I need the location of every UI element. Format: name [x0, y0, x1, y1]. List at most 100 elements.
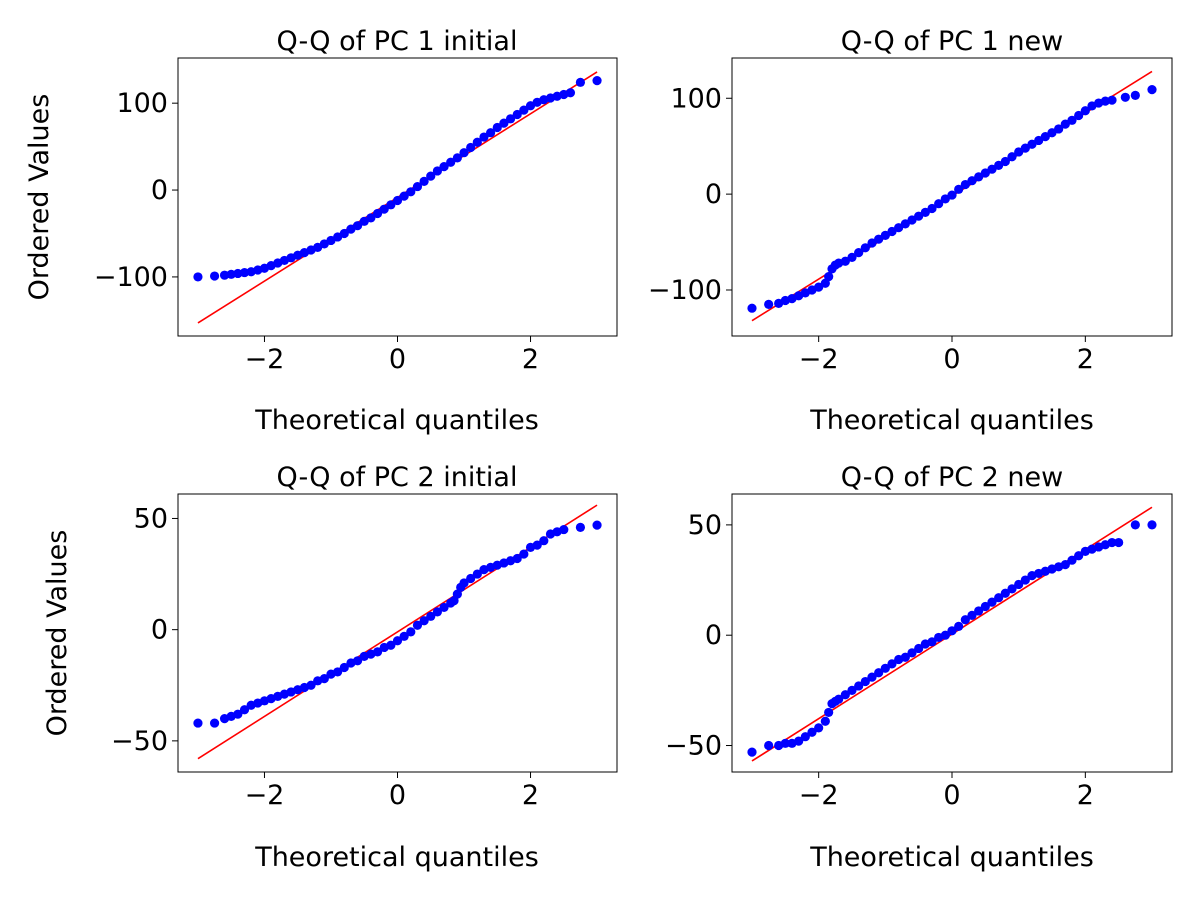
data-point — [419, 176, 429, 186]
data-point — [426, 611, 436, 621]
data-point — [880, 663, 890, 673]
data-point — [874, 234, 884, 244]
data-point — [1020, 143, 1030, 153]
data-point — [512, 553, 522, 564]
data-point — [575, 77, 586, 87]
y-tick-label: 0 — [151, 175, 168, 206]
data-point — [1040, 132, 1050, 142]
data-point — [486, 128, 496, 138]
data-point — [1020, 575, 1030, 585]
data-point — [519, 105, 529, 115]
data-point — [834, 694, 844, 704]
x-tick-label: −2 — [245, 780, 285, 811]
data-point — [399, 191, 409, 201]
data-point — [920, 207, 930, 217]
data-point — [1000, 588, 1010, 598]
x-tick-label: 0 — [943, 780, 960, 811]
data-point — [1080, 106, 1090, 116]
data-point — [947, 626, 957, 636]
data-point — [994, 593, 1004, 603]
data-point — [372, 647, 383, 657]
data-point — [1120, 92, 1130, 102]
data-point — [840, 256, 850, 266]
y-tick-label: 50 — [134, 503, 168, 534]
data-point — [339, 662, 349, 673]
data-point — [900, 652, 910, 662]
x-tick-label: 2 — [1077, 780, 1094, 811]
data-point — [824, 271, 834, 282]
data-point — [1130, 520, 1140, 530]
data-point — [459, 578, 469, 588]
data-point — [887, 659, 897, 669]
data-point — [505, 114, 516, 124]
data-point — [960, 615, 970, 625]
data-point — [807, 727, 817, 737]
data-point — [399, 631, 409, 641]
data-point — [1107, 95, 1117, 105]
y-tick-label: 0 — [705, 620, 722, 651]
data-point — [867, 238, 877, 248]
data-point — [1067, 555, 1077, 565]
data-point — [764, 299, 774, 309]
plot-area — [747, 70, 1157, 322]
data-point — [847, 252, 857, 262]
data-point — [994, 160, 1004, 170]
data-point — [967, 176, 977, 186]
y-tick-label: −50 — [665, 731, 722, 762]
data-point — [512, 109, 522, 120]
data-point — [974, 172, 984, 182]
data-point — [747, 303, 757, 313]
x-tick-label: 0 — [389, 780, 406, 811]
data-point — [472, 569, 482, 579]
data-point — [1147, 85, 1157, 95]
data-point — [1114, 537, 1124, 548]
data-point — [914, 643, 924, 654]
y-tick-label: 0 — [151, 615, 168, 646]
data-point — [575, 522, 586, 532]
x-tick-label: 0 — [943, 344, 960, 375]
data-point — [592, 520, 602, 530]
data-point — [824, 707, 834, 718]
data-point — [980, 601, 990, 612]
data-point — [392, 195, 403, 206]
data-point — [466, 573, 476, 584]
axis-ticks: −2 0 2 −100 0 100 — [648, 83, 1094, 375]
x-axis-label: Theoretical quantiles — [254, 405, 539, 436]
data-point — [854, 681, 864, 691]
x-tick-label: 2 — [522, 344, 539, 375]
x-axis-label: Theoretical quantiles — [809, 842, 1094, 873]
data-point — [209, 718, 220, 728]
data-point — [900, 219, 910, 229]
data-point — [914, 211, 924, 221]
data-point — [233, 709, 243, 719]
data-point — [974, 606, 984, 616]
axis-ticks: −2 0 2 −50 0 50 — [111, 503, 539, 811]
panel-pc1-new: Q-Q of PC 1 new −2 0 2 −100 0 100 Theoretical… — [648, 26, 1173, 436]
data-point — [1060, 119, 1070, 129]
x-tick-label: 2 — [522, 780, 539, 811]
y-tick-label: 100 — [116, 88, 168, 119]
data-point — [780, 738, 790, 748]
data-point — [907, 648, 917, 658]
x-tick-label: 2 — [1077, 344, 1094, 375]
data-point — [459, 148, 469, 158]
data-point — [339, 228, 349, 239]
data-point — [1027, 139, 1037, 149]
data-point — [406, 627, 416, 637]
data-point — [1007, 584, 1017, 594]
panel-title: Q-Q of PC 1 new — [841, 26, 1063, 57]
y-tick-label: 50 — [688, 510, 722, 541]
data-point — [1054, 124, 1064, 134]
data-point — [860, 676, 870, 687]
panel-pc2-initial: Q-Q of PC 2 initial −2 0 2 −50 0 50 Theoretic… — [42, 462, 618, 873]
data-point — [426, 171, 436, 181]
x-tick-label: −2 — [245, 344, 285, 375]
plot-area — [747, 506, 1157, 762]
data-point — [366, 213, 376, 223]
data-point — [539, 536, 549, 546]
x-tick-label: 0 — [389, 344, 406, 375]
data-point — [492, 122, 502, 133]
data-point — [947, 190, 957, 200]
data-point — [847, 685, 857, 695]
